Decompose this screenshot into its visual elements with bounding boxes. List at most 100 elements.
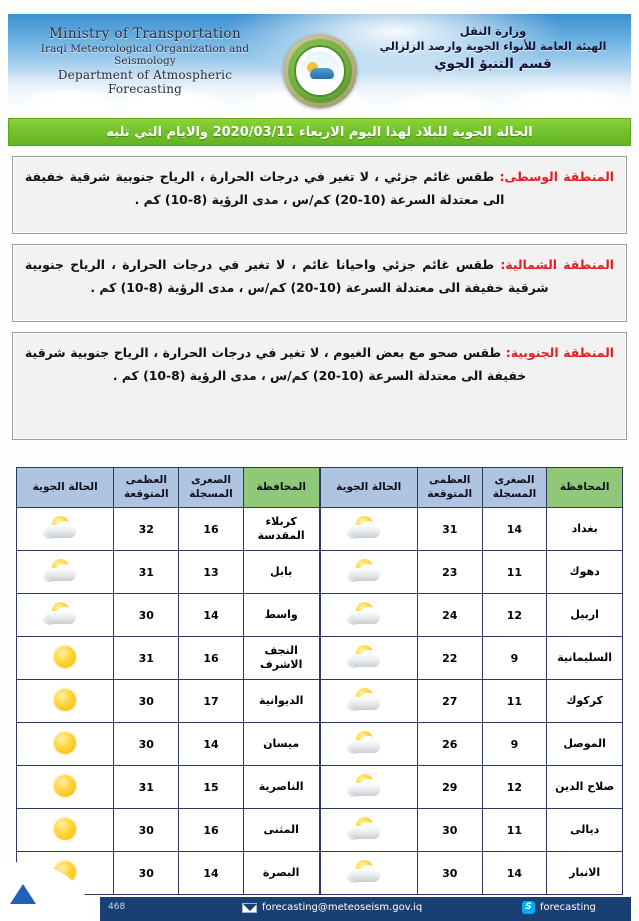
cell-weather-icon <box>319 636 418 680</box>
region-northern-label: المنطقة الشمالية: <box>500 257 614 272</box>
cell-weather-icon <box>15 593 115 637</box>
cell-max-temperature: 24 <box>416 593 483 637</box>
cell-max-temperature: 31 <box>113 550 180 594</box>
table-row: كركوك 11 27 <box>319 679 623 723</box>
cell-min-temperature: 14 <box>178 722 244 766</box>
partly-cloudy-icon <box>344 773 394 799</box>
footer-skype-text: forecasting <box>540 902 596 913</box>
header-weather-state: الحالة الجوية <box>15 467 115 508</box>
cell-weather-icon <box>319 507 418 551</box>
table-row: الموصل 9 26 <box>319 722 623 766</box>
table-row: بغداد 14 31 <box>319 507 623 551</box>
table-row: واسط 14 30 <box>15 593 320 637</box>
cell-min-temperature: 15 <box>178 765 244 809</box>
arabic-title-line2: الهيئة العامة للأنواء الجوية وارصد الزلز… <box>379 40 607 53</box>
cell-min-temperature: 16 <box>178 808 244 852</box>
cell-min-temperature: 14 <box>481 851 548 895</box>
table-body-right: بغداد 14 31 دهوك 11 23 اربيل 12 24 السليمانية 9 22 ك… <box>319 507 623 895</box>
table-row: النجف الاشرف 16 31 <box>15 636 320 680</box>
cell-weather-icon <box>15 808 115 852</box>
region-southern-text: المنطقة الجنوبية: طقس صحو مع بعض الغيوم … <box>25 342 614 388</box>
cell-max-temperature: 30 <box>113 851 180 895</box>
cell-weather-icon <box>319 550 418 594</box>
partly-cloudy-icon <box>344 515 394 541</box>
cell-min-temperature: 9 <box>481 722 548 766</box>
table-row: الناصرية 15 31 <box>15 765 320 809</box>
header-governorate: المحافظة <box>242 467 320 508</box>
partly-cloudy-icon <box>344 558 394 584</box>
cell-max-temperature: 31 <box>416 507 483 551</box>
partly-cloudy-icon <box>344 816 394 842</box>
cell-governorate: الناصرية <box>242 765 320 809</box>
table-row: اربيل 12 24 <box>319 593 623 637</box>
cell-min-temperature: 12 <box>481 765 548 809</box>
cell-min-temperature: 11 <box>481 808 548 852</box>
region-box-northern: المنطقة الشمالية: طقس غائم جزئي واحيانا … <box>12 244 627 322</box>
sunny-icon <box>54 731 77 754</box>
skype-icon: S <box>522 901 535 914</box>
cell-weather-icon <box>15 722 115 766</box>
cell-max-temperature: 30 <box>113 679 180 723</box>
region-southern-label: المنطقة الجنوبية: <box>505 345 614 360</box>
table-row: دهوك 11 23 <box>319 550 623 594</box>
cell-weather-icon <box>15 507 115 551</box>
cell-weather-icon <box>319 765 418 809</box>
english-title-line3: Department of Atmospheric Forecasting <box>57 68 233 96</box>
partly-cloudy-icon <box>40 558 90 584</box>
cell-governorate: اربيل <box>546 593 623 637</box>
partly-cloudy-icon <box>344 730 394 756</box>
cell-governorate: كربلاء المقدسة <box>242 507 320 551</box>
cell-max-temperature: 30 <box>113 722 180 766</box>
table-row: المثنى 16 30 <box>15 808 320 852</box>
partly-cloudy-icon <box>40 515 90 541</box>
table-row: السليمانية 9 22 <box>319 636 623 680</box>
cell-weather-icon <box>319 593 418 637</box>
cell-min-temperature: 11 <box>481 679 548 723</box>
sunny-icon <box>54 774 77 797</box>
partly-cloudy-icon <box>344 601 394 627</box>
cell-min-temperature: 14 <box>481 507 548 551</box>
report-title-bar: الحالة الجوية للبلاد لهذا اليوم الاربعاء… <box>8 118 631 146</box>
forecast-table-left: المحافظة الصغرى المسجلة العظمى المتوقعة … <box>15 467 320 895</box>
region-box-central: المنطقة الوسطى: طقس غائم جزئي ، لا تغير … <box>12 156 627 234</box>
cell-governorate: الديوانية <box>242 679 320 723</box>
cell-min-temperature: 14 <box>178 851 244 895</box>
footer-skype-block[interactable]: S forecasting <box>522 901 596 914</box>
arabic-title-line3: قسم التنبؤ الجوي <box>434 56 552 72</box>
table-row: الديوانية 17 30 <box>15 679 320 723</box>
cell-weather-icon <box>15 636 115 680</box>
header-english-titles: Ministry of Transportation Iraqi Meteoro… <box>20 26 270 96</box>
arabic-title-line1: وزارة النقل <box>459 24 527 38</box>
envelope-icon <box>242 902 257 913</box>
cell-governorate: صلاح الدين <box>546 765 623 809</box>
cell-max-temperature: 23 <box>416 550 483 594</box>
forecast-tables-container: المحافظة الصغرى المسجلة العظمى المتوقعة … <box>15 467 623 895</box>
region-central-text: المنطقة الوسطى: طقس غائم جزئي ، لا تغير … <box>25 166 614 212</box>
table-row: الانبار 14 30 <box>319 851 623 895</box>
region-central-body: طقس غائم جزئي ، لا تغير في درجات الحرارة… <box>25 169 505 207</box>
header-max-expected: العظمى المتوقعة <box>416 467 483 508</box>
partly-cloudy-icon <box>344 859 394 885</box>
english-title-line1: Ministry of Transportation <box>48 26 242 42</box>
cell-min-temperature: 9 <box>481 636 548 680</box>
cell-governorate: بغداد <box>546 507 623 551</box>
footer-email-text: forecasting@meteoseism.gov.iq <box>262 902 423 913</box>
header-max-expected: العظمى المتوقعة <box>113 467 180 508</box>
cell-weather-icon <box>319 851 418 895</box>
organization-logo-icon <box>282 34 357 108</box>
cell-weather-icon <box>319 722 418 766</box>
cell-max-temperature: 31 <box>113 765 180 809</box>
sunny-icon <box>54 645 77 668</box>
table-body-left: كربلاء المقدسة 16 32 بابل 13 31 واسط 14 30 النجف … <box>15 507 320 895</box>
cell-max-temperature: 31 <box>113 636 180 680</box>
cell-governorate: المثنى <box>242 808 320 852</box>
partly-cloudy-icon <box>40 601 90 627</box>
table-row: بابل 13 31 <box>15 550 320 594</box>
footer-email-block[interactable]: forecasting@meteoseism.gov.iq <box>242 902 422 913</box>
region-box-southern: المنطقة الجنوبية: طقس صحو مع بعض الغيوم … <box>12 332 627 440</box>
table-header-row: المحافظة الصغرى المسجلة العظمى المتوقعة … <box>319 467 623 508</box>
cell-max-temperature: 30 <box>416 808 483 852</box>
sunny-icon <box>54 688 77 711</box>
header-min-recorded: الصغرى المسجلة <box>178 467 244 508</box>
